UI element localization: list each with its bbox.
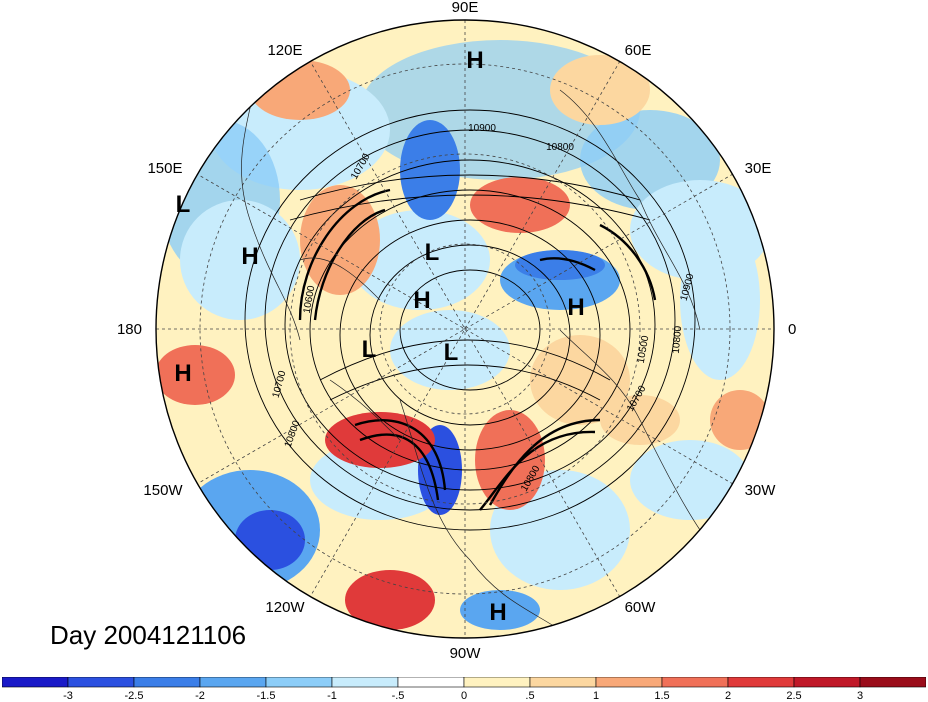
contour-label: 10800 bbox=[546, 142, 574, 153]
colorbar-tick-label: -.5 bbox=[392, 690, 405, 702]
colorbar-tick-label: 1 bbox=[593, 690, 599, 702]
lon-label-60w: 60W bbox=[625, 599, 657, 616]
lon-label-90e: 90E bbox=[452, 0, 479, 16]
lon-label-30w: 30W bbox=[745, 482, 777, 499]
coastlines bbox=[241, 59, 701, 631]
colorbar-box bbox=[529, 677, 597, 688]
lon-label-120e: 120E bbox=[267, 42, 302, 59]
colorbar: -3 -2.5 -2 -1.5 -1 -.5 0 .5 1 1.5 2 2.5 3 bbox=[2, 677, 926, 702]
colorbar-tick-label: -1 bbox=[327, 690, 337, 702]
map-border bbox=[155, 19, 775, 639]
colorbar-box bbox=[595, 677, 663, 688]
lon-label-30e: 30E bbox=[745, 160, 772, 177]
lon-label-60e: 60E bbox=[625, 42, 652, 59]
colorbar-box bbox=[463, 677, 531, 688]
colorbar-ticks: -3 -2.5 -2 -1.5 -1 -.5 0 .5 1 1.5 2 2.5 3 bbox=[63, 690, 863, 702]
low-center: L bbox=[176, 191, 191, 218]
colorbar-tick-label: -1.5 bbox=[257, 690, 276, 702]
colorbar-box bbox=[133, 677, 201, 688]
colorbar-tick-label: 1.5 bbox=[654, 690, 669, 702]
contour-label: 10800 bbox=[671, 325, 684, 354]
graticule bbox=[156, 20, 774, 638]
high-center: H bbox=[241, 243, 258, 270]
colorbar-tick-label: .5 bbox=[525, 690, 534, 702]
lon-label-150e: 150E bbox=[147, 160, 182, 177]
height-contours bbox=[244, 109, 696, 531]
colorbar-box bbox=[2, 677, 69, 688]
colorbar-box bbox=[67, 677, 135, 688]
low-center: L bbox=[425, 239, 440, 266]
colorbar-box bbox=[265, 677, 333, 688]
lon-label-120w: 120W bbox=[265, 599, 305, 616]
lon-label-90w: 90W bbox=[450, 645, 482, 662]
low-center: L bbox=[362, 336, 377, 363]
colorbar-box bbox=[397, 677, 465, 688]
lon-label-150w: 150W bbox=[143, 482, 183, 499]
pressure-centers: H L H L H H L L H H bbox=[174, 47, 584, 626]
colorbar-box bbox=[331, 677, 399, 688]
colorbar-box bbox=[199, 677, 267, 688]
high-center: H bbox=[489, 599, 506, 626]
contour-label: 10900 bbox=[468, 123, 496, 134]
high-center: H bbox=[466, 47, 483, 74]
colorbar-tick-label: 3 bbox=[857, 690, 863, 702]
high-center: H bbox=[567, 294, 584, 321]
colorbar-tick-label: 2.5 bbox=[786, 690, 801, 702]
high-center: H bbox=[174, 360, 191, 387]
lon-label-180: 180 bbox=[117, 321, 142, 338]
lon-label-0: 0 bbox=[788, 321, 796, 338]
high-center: H bbox=[413, 287, 430, 314]
colorbar-box bbox=[859, 677, 926, 688]
contour-label: 10500 bbox=[636, 334, 652, 364]
colorbar-boxes bbox=[2, 677, 926, 688]
colorbar-box bbox=[727, 677, 795, 688]
low-center: L bbox=[444, 339, 459, 366]
colorbar-tick-label: 2 bbox=[725, 690, 731, 702]
colorbar-tick-label: -2 bbox=[195, 690, 205, 702]
day-label: Day 2004121106 bbox=[50, 620, 247, 650]
colorbar-box bbox=[793, 677, 861, 688]
contour-label: 10600 bbox=[302, 284, 318, 314]
colorbar-box bbox=[661, 677, 729, 688]
contour-labels: 10900 10800 10700 10700 10500 10800 1070… bbox=[271, 123, 697, 494]
colorbar-tick-label: -3 bbox=[63, 690, 73, 702]
colorbar-tick-label: 0 bbox=[461, 690, 467, 702]
colorbar-tick-label: -2.5 bbox=[125, 690, 144, 702]
wind-contours bbox=[298, 188, 657, 511]
longitude-labels: 90E 60E 30E 0 30W 60W 90W 120W 150W 180 … bbox=[117, 0, 796, 662]
